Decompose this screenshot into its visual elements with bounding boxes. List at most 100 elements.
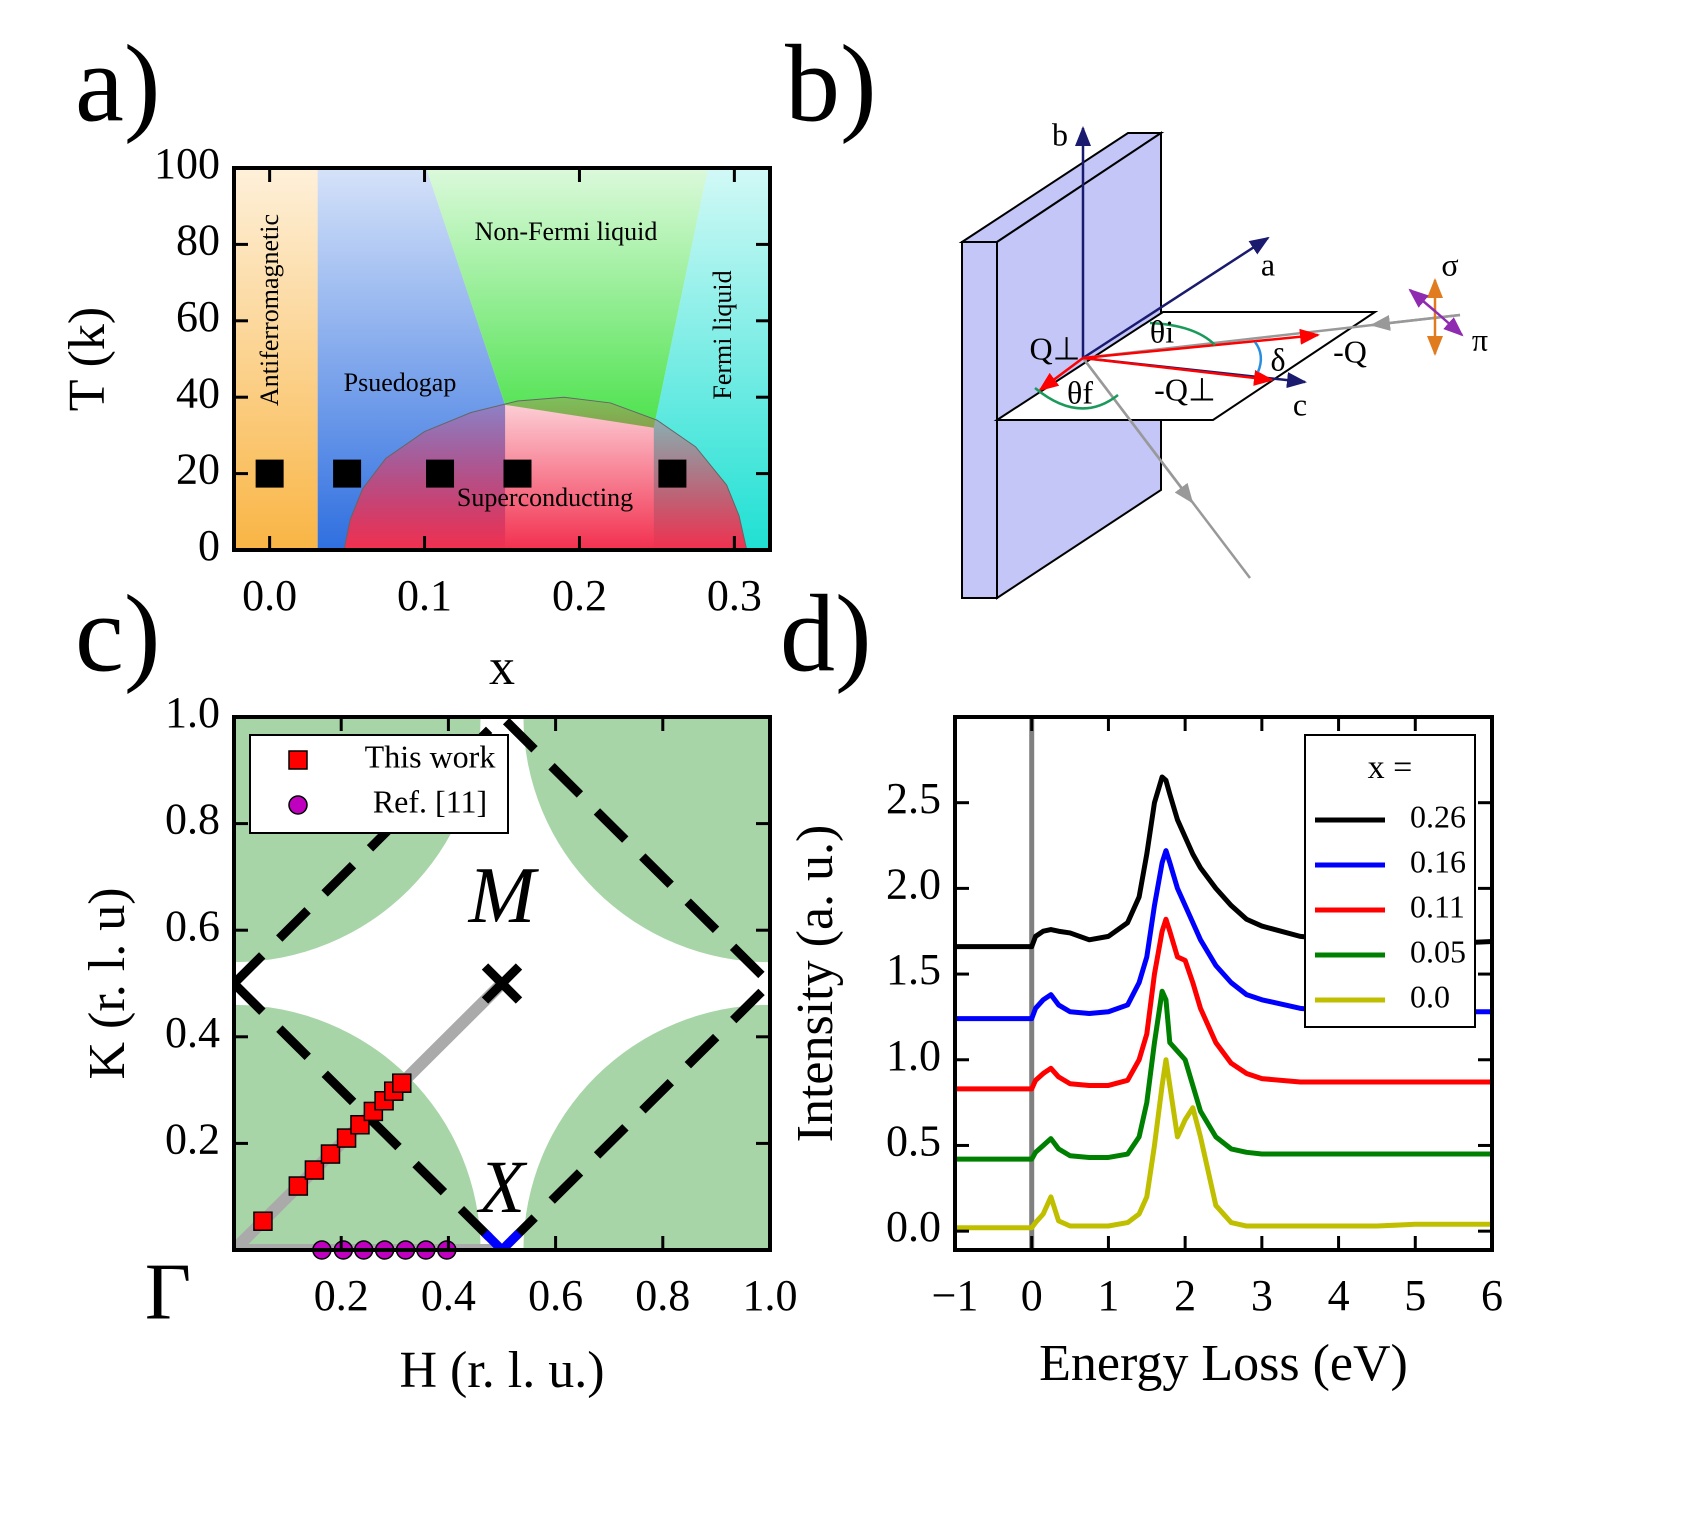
diagram-label: θi [1150, 313, 1174, 349]
x-tick-label: 0.6 [528, 1271, 583, 1320]
arrow [1370, 313, 1461, 331]
x-axis-label: H (r. l. u.) [399, 1342, 604, 1399]
plot-area: Antiferromagnetic Psuedogap Non-Fermi liqu… [234, 168, 770, 550]
data-point [658, 459, 687, 488]
y-tick-label: 1.0 [886, 1031, 941, 1080]
data-point [503, 459, 532, 488]
y-tick-label: 40 [176, 368, 220, 417]
y-tick-label: 0.0 [886, 1202, 941, 1251]
panel-label: a) [75, 22, 160, 144]
data-point [333, 459, 362, 488]
point-label: X [476, 1146, 528, 1229]
x-axis-label: Energy Loss (eV) [1039, 1335, 1408, 1392]
x-tick-label: 2 [1174, 1271, 1196, 1320]
y-axis-label: T (k) [59, 307, 116, 411]
diagram-label: -Q⊥ [1154, 371, 1216, 407]
data-point [253, 1211, 273, 1231]
arrow [1038, 356, 1084, 392]
phase-region [343, 396, 748, 550]
y-tick-label: 2.5 [886, 774, 941, 823]
guide-line [234, 979, 507, 1250]
fermi-surface [523, 717, 770, 963]
y-axis-label: K (r. l. u) [79, 887, 136, 1079]
y-tick-label: 1.5 [886, 945, 941, 994]
x-tick-label: 0 [1021, 1271, 1043, 1320]
x-tick-label: 5 [1404, 1271, 1426, 1320]
region-label: Fermi liquid [708, 270, 737, 399]
series-line [955, 774, 1492, 950]
plot-area [955, 717, 1492, 1250]
y-tick-label: 2.0 [886, 859, 941, 908]
angle-arc [1034, 387, 1119, 410]
y-tick-label: 20 [176, 445, 220, 494]
diagram-label: b [1052, 116, 1068, 152]
phase-region [426, 168, 709, 428]
y-tick-label: 0.8 [165, 795, 220, 844]
y-tick-label: 0.6 [165, 901, 220, 950]
diagram-label: -Q [1333, 333, 1367, 369]
x-tick-label: 0.2 [314, 1271, 369, 1320]
special-point [481, 1229, 523, 1250]
x-tick-label: 1.0 [743, 1271, 798, 1320]
data-point [320, 1144, 341, 1164]
series-line [955, 916, 1492, 1092]
legend-box [1304, 734, 1476, 1028]
legend-label: Ref. [11] [373, 783, 487, 819]
arrow [1082, 357, 1194, 504]
diagram-label: σ [1441, 246, 1458, 282]
x-tick-label: −1 [932, 1271, 979, 1320]
region-label: Psuedogap [344, 368, 457, 397]
region-label: Antiferromagnetic [255, 214, 284, 406]
diagram-label: π [1472, 321, 1488, 357]
x-tick-label: 0.0 [242, 571, 297, 620]
diagram-label: δ [1270, 341, 1285, 377]
point-label: M [468, 852, 540, 940]
arrow [1435, 311, 1464, 337]
x-tick-label: 6 [1481, 1271, 1503, 1320]
x-tick-label: 0.2 [552, 571, 607, 620]
panel-label: c) [75, 572, 160, 694]
legend-title: x = [1368, 749, 1413, 786]
x-axis-label: x [489, 639, 515, 696]
phase-region [234, 168, 318, 550]
y-tick-label: 0.2 [165, 1114, 220, 1163]
legend-label: 0.0 [1410, 978, 1450, 1014]
slab-front [961, 241, 998, 599]
legend-label: 0.26 [1410, 798, 1466, 834]
y-tick-label: 80 [176, 215, 220, 264]
axes-frame [953, 715, 1494, 1252]
x-tick-label: 0.4 [421, 1271, 476, 1320]
y-axis-label: Intensity (a. u.) [787, 825, 844, 1143]
legend-marker [288, 750, 308, 770]
y-tick-label: 60 [176, 292, 220, 341]
fermi-surface [523, 1004, 770, 1250]
region-label: Superconducting [457, 483, 633, 512]
diagram-label: a [1261, 246, 1275, 282]
data-point [255, 459, 284, 488]
x-tick-label: 0.3 [707, 571, 762, 620]
data-point [288, 1176, 309, 1196]
diagram-label: θf [1067, 374, 1093, 410]
y-tick-label: 0.4 [165, 1008, 220, 1057]
arrow [1082, 236, 1270, 360]
x-tick-label: 0.1 [397, 571, 452, 620]
legend-label: 0.16 [1410, 843, 1466, 879]
x-tick-label: 3 [1251, 1271, 1273, 1320]
legend-label: This work [365, 738, 496, 774]
data-point [304, 1160, 325, 1180]
series-line [955, 1057, 1492, 1231]
x-tick-label: 0.8 [635, 1271, 690, 1320]
y-tick-label: 0 [198, 521, 220, 570]
x-tick-label: 4 [1328, 1271, 1350, 1320]
angle-arc [1149, 321, 1216, 346]
legend-label: 0.05 [1410, 933, 1466, 969]
origin-label: Γ [145, 1248, 191, 1336]
panel-label: b) [785, 22, 877, 144]
panel-label: d) [780, 572, 872, 694]
series-line [955, 848, 1492, 1022]
legend-marker [288, 795, 308, 815]
legend-label: 0.11 [1410, 888, 1465, 924]
diagram-label: c [1293, 386, 1307, 422]
